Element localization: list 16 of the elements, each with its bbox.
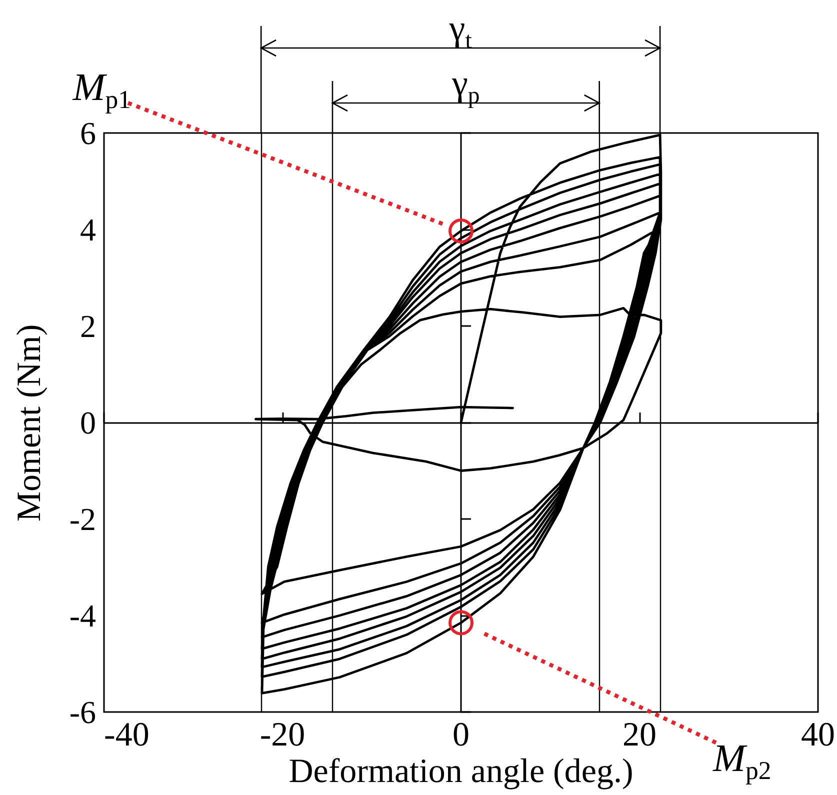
y-tick-label: 4: [80, 212, 96, 248]
annotation: M$_{p1}$: [72, 66, 131, 114]
y-tick-label: 0: [80, 404, 96, 440]
y-tick-label: 6: [80, 115, 96, 151]
x-tick-label: -20: [260, 716, 306, 754]
annotation: M$_{p2}$: [713, 736, 772, 785]
x-tick-label: 0: [452, 716, 470, 754]
x-axis-title: Deformation angle (deg.): [288, 753, 634, 790]
y-tick-label: -2: [69, 501, 96, 537]
y-axis-title: Moment (Nm): [11, 324, 48, 522]
x-tick-label: 40: [801, 716, 835, 754]
y-tick-label: -6: [69, 694, 96, 730]
x-tick-label: -40: [104, 716, 150, 754]
y-tick-label: 2: [80, 308, 96, 344]
x-tick-label: 20: [622, 716, 656, 754]
y-tick-label: -4: [69, 598, 96, 634]
